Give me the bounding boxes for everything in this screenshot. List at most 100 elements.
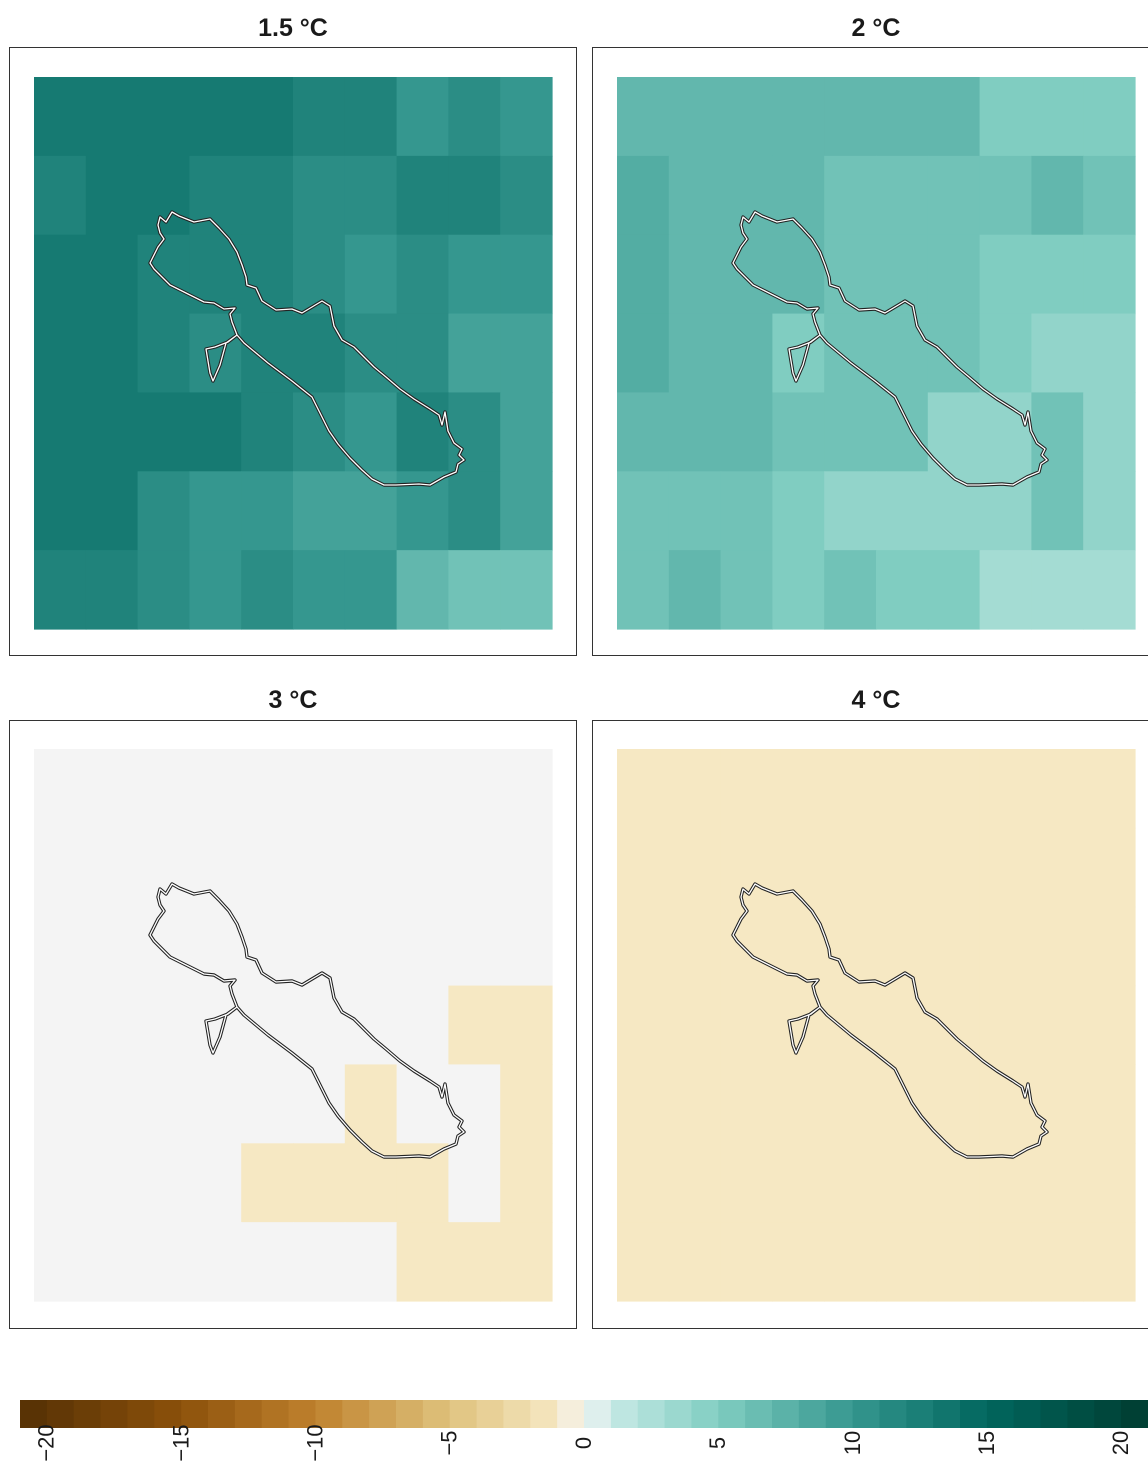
heatmap-cell (396, 234, 449, 315)
heatmap-cell (979, 77, 1032, 157)
heatmap-cell (137, 827, 190, 908)
heatmap-cell (720, 827, 773, 908)
heatmap-cell (448, 77, 501, 157)
lake-outline-inner (732, 883, 1048, 1158)
heatmap-cell (979, 234, 1032, 315)
heatmap-cell (1031, 234, 1084, 315)
colorbar-swatch (154, 1400, 182, 1428)
heatmap-cell (927, 234, 981, 315)
colorbar-tick-label: −20 (34, 1424, 60, 1462)
heatmap-cell (85, 77, 139, 157)
heatmap-cell (772, 1064, 825, 1144)
heatmap-cell (617, 1143, 670, 1223)
heatmap-cell (617, 234, 670, 315)
heatmap-cell (824, 1064, 877, 1144)
panel-title-1: 1.5 °C (258, 14, 328, 42)
heatmap-cell (344, 471, 398, 551)
heatmap-cell (1031, 1064, 1084, 1144)
heatmap-cell (668, 155, 722, 236)
heatmap-cell (824, 313, 877, 394)
colorbar-swatch (986, 1400, 1015, 1428)
heatmap-cell (293, 313, 346, 394)
heatmap-cell (876, 313, 929, 394)
heatmap-cell (448, 313, 501, 394)
heatmap-cell (293, 77, 346, 157)
heatmap-cell (241, 77, 294, 157)
heatmap-cell (876, 392, 929, 472)
colorbar-swatch (960, 1400, 988, 1428)
heatmap-cell (1031, 1143, 1084, 1223)
heatmap-cell (396, 749, 449, 829)
heatmap-cell (668, 985, 722, 1066)
colorbar-swatch (208, 1400, 236, 1428)
colorbar-swatch (46, 1400, 75, 1428)
colorbar-swatch (449, 1400, 478, 1428)
heatmap-cell (1031, 827, 1084, 908)
heatmap-cell (824, 827, 877, 908)
heatmap-cell (772, 392, 825, 472)
heatmap-cell (824, 234, 877, 315)
heatmap-cell (1031, 906, 1084, 987)
heatmap-cell (927, 77, 981, 157)
heatmap-cell (824, 392, 877, 472)
heatmap-cell (448, 985, 501, 1066)
heatmap-cell (617, 313, 670, 394)
colorbar-swatch (664, 1400, 692, 1428)
heatmap-cell (617, 77, 670, 157)
heatmap-cell (979, 155, 1032, 236)
heatmap-panel-1 (34, 77, 553, 630)
colorbar-tick-label: −5 (436, 1430, 462, 1456)
heatmap-cell (396, 77, 449, 157)
heatmap-cell (34, 471, 87, 551)
heatmap-cell (137, 550, 190, 630)
colorbar-tick-label: 20 (1108, 1430, 1134, 1456)
heatmap-cell (927, 392, 981, 472)
heatmap-cell (34, 1222, 87, 1302)
heatmap-cell (500, 985, 553, 1066)
heatmap-cell (824, 77, 877, 157)
heatmap-cell (927, 827, 981, 908)
heatmap-cell (979, 827, 1032, 908)
heatmap-cell (396, 155, 449, 236)
heatmap-cell (876, 77, 929, 157)
colorbar-swatch (234, 1400, 263, 1428)
heatmap-cell (500, 234, 553, 315)
heatmap-cell (241, 234, 294, 315)
colorbar-swatch (181, 1400, 209, 1428)
colorbar-swatch (825, 1400, 854, 1428)
heatmap-cell (772, 1143, 825, 1223)
heatmap-cell (720, 906, 773, 987)
heatmap-cell (137, 155, 190, 236)
heatmap-cell (137, 234, 190, 315)
heatmap-cell (720, 392, 773, 472)
heatmap-cell (500, 1064, 553, 1144)
heatmap-cell (448, 827, 501, 908)
heatmap-cell (34, 827, 87, 908)
colorbar-swatch (798, 1400, 827, 1428)
heatmap-cell (772, 749, 825, 829)
heatmap-cell (824, 471, 877, 551)
heatmap-cell (137, 985, 190, 1066)
heatmap-cell (668, 471, 722, 551)
heatmap-cell (1083, 155, 1136, 236)
heatmap-panel-2 (617, 77, 1136, 630)
heatmap-cell (189, 392, 242, 472)
heatmap-cell (668, 550, 722, 630)
heatmap-cell (85, 1143, 139, 1223)
heatmap-cell (137, 77, 190, 157)
heatmap-cell (448, 749, 501, 829)
heatmap-cell (293, 749, 346, 829)
heatmap-cell (617, 906, 670, 987)
heatmap-cell (1083, 1222, 1136, 1302)
heatmap-cell (1031, 313, 1084, 394)
colorbar-swatch (637, 1400, 666, 1428)
heatmap-cell (668, 234, 722, 315)
heatmap-cell (1031, 155, 1084, 236)
colorbar-swatch (906, 1400, 934, 1428)
heatmap-cell (927, 906, 981, 987)
heatmap-cell (617, 155, 670, 236)
heatmap-cell (85, 1064, 139, 1144)
heatmap-cell (720, 313, 773, 394)
heatmap-cell (824, 1222, 877, 1302)
heatmap-cell (344, 827, 398, 908)
